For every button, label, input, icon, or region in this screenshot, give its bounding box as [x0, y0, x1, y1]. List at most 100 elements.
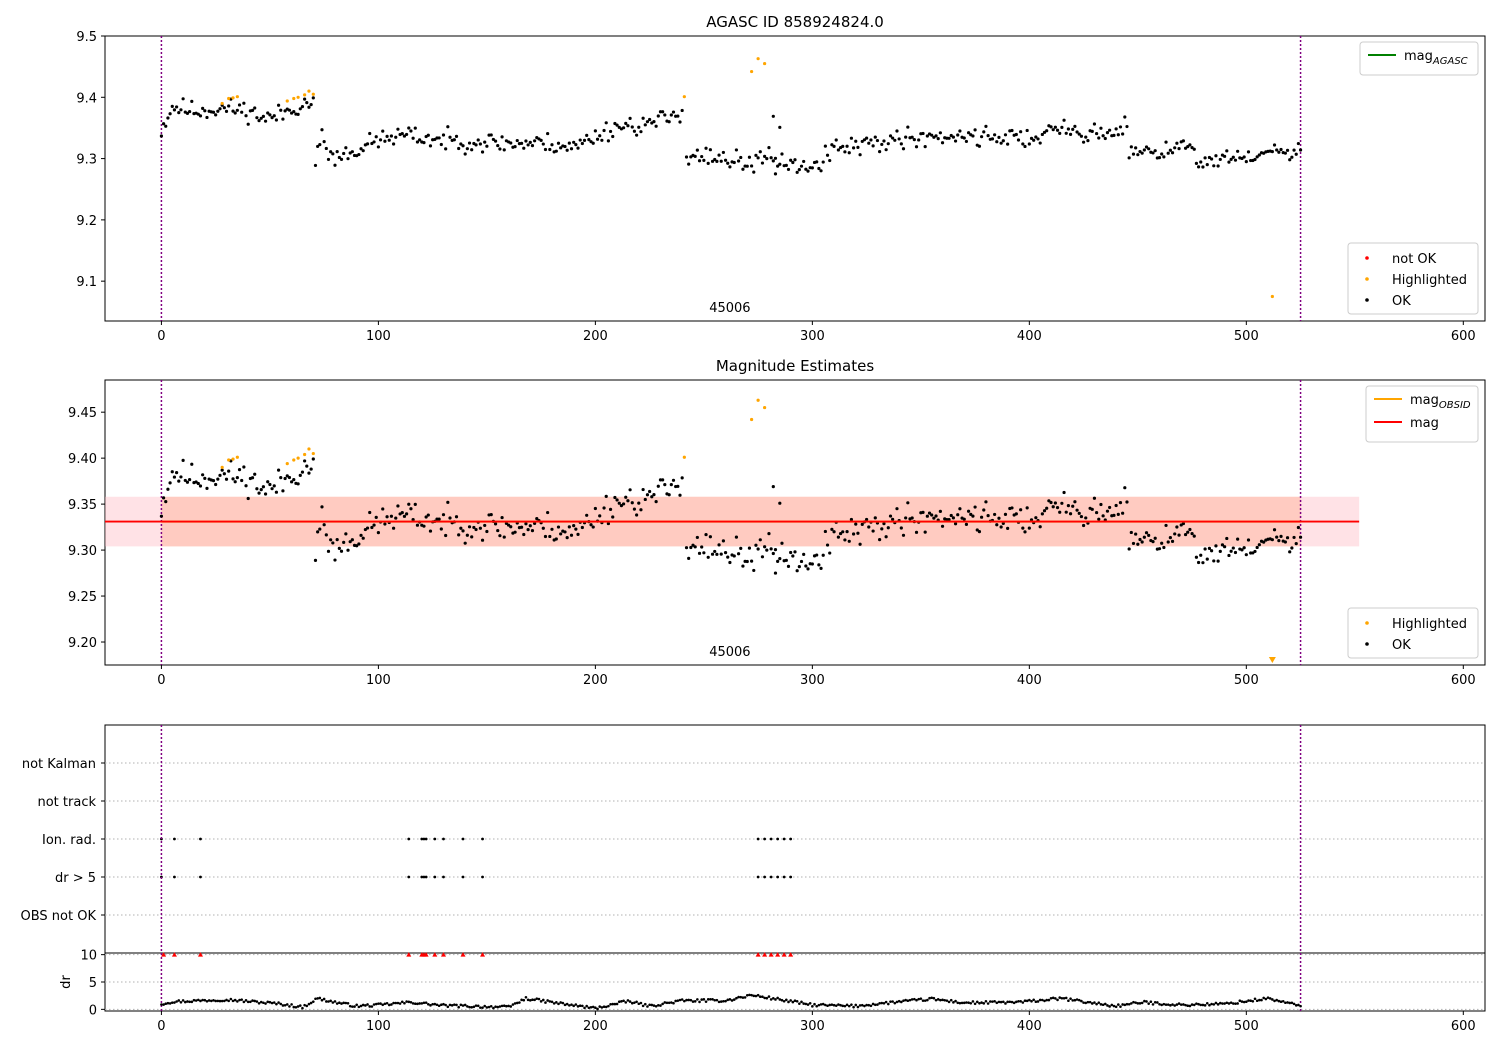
dr-point — [1271, 998, 1274, 1001]
dr-point — [635, 1000, 638, 1004]
legend-marker — [1365, 621, 1369, 625]
dr-point — [821, 1002, 825, 1006]
y-tick-label: 9.3 — [76, 153, 97, 168]
dr-point — [1245, 1000, 1248, 1004]
highlighted-point — [227, 458, 231, 462]
dr-point — [463, 1003, 467, 1007]
ok-point — [951, 516, 955, 520]
dr-point — [303, 1003, 306, 1007]
dr-point — [787, 1000, 790, 1004]
dr-point — [214, 999, 217, 1003]
ok-point — [878, 538, 882, 542]
ok-point — [849, 136, 854, 140]
dr-point — [1166, 1003, 1170, 1006]
ok-point — [1092, 122, 1097, 126]
ok-point — [322, 140, 326, 144]
dr-point — [947, 1000, 951, 1004]
dr-point — [288, 1005, 291, 1008]
ok-point — [1223, 545, 1227, 549]
ok-point — [760, 555, 765, 559]
capped-dr-marker — [775, 952, 781, 957]
ok-point — [441, 133, 446, 137]
legend-frame — [1347, 242, 1479, 315]
dr-point — [745, 994, 749, 997]
ok-point — [190, 462, 194, 466]
dr-point — [164, 1002, 168, 1006]
ok-point — [604, 121, 608, 125]
ok-point — [888, 134, 893, 138]
dr-point — [1147, 1002, 1150, 1005]
ok-point — [956, 513, 960, 517]
dr-point — [266, 1000, 270, 1004]
ok-point — [802, 159, 806, 164]
ok-point — [951, 135, 955, 139]
ok-point — [242, 101, 246, 105]
ok-point — [858, 153, 862, 157]
flag-point — [199, 875, 202, 879]
dr-point — [1156, 1001, 1159, 1004]
dr-point — [335, 1002, 339, 1005]
dr-point — [958, 1001, 962, 1005]
dr-point — [1275, 998, 1278, 1002]
ok-point — [177, 111, 181, 115]
flag-point — [789, 875, 793, 879]
dr-point — [481, 1006, 484, 1009]
ok-point — [255, 487, 259, 491]
ok-point — [888, 514, 893, 518]
dr-point — [1108, 1005, 1111, 1008]
ok-point — [1181, 139, 1185, 143]
ok-point — [448, 516, 452, 520]
ok-point — [778, 162, 782, 166]
ok-point — [602, 128, 606, 133]
ok-point — [882, 522, 886, 526]
ok-point — [1288, 550, 1292, 554]
highlighted-point — [220, 101, 224, 106]
ok-point — [279, 476, 283, 480]
y-tick-label: 9.20 — [68, 636, 97, 651]
dr-point — [1281, 999, 1285, 1003]
dr-point — [1182, 1003, 1185, 1006]
ok-point — [719, 552, 723, 556]
ok-point — [791, 160, 795, 165]
ok-point — [311, 96, 315, 100]
ok-point — [1279, 534, 1283, 539]
ok-point — [966, 131, 971, 135]
dr-point — [587, 1006, 591, 1010]
ok-point — [324, 146, 328, 151]
ok-point — [841, 530, 845, 534]
ok-point — [168, 481, 172, 485]
dr-point — [550, 1000, 554, 1004]
ok-point — [227, 469, 231, 473]
ok-point — [728, 560, 732, 565]
ok-point — [1045, 506, 1049, 510]
dr-point — [765, 996, 769, 1000]
ok-point — [750, 164, 754, 168]
dr-point — [483, 1004, 487, 1008]
ok-point — [205, 115, 209, 120]
ok-point — [546, 510, 550, 515]
ok-point — [491, 137, 495, 142]
ok-point — [1116, 512, 1120, 516]
dr-point — [798, 1002, 801, 1005]
ok-point — [806, 567, 810, 571]
flag-point — [442, 837, 445, 841]
ok-point — [361, 149, 365, 153]
ok-point — [795, 170, 799, 174]
ok-point — [721, 539, 725, 543]
dr-point — [1073, 998, 1077, 1002]
ok-point — [1019, 508, 1023, 512]
dr-point — [539, 1000, 543, 1003]
dr-point — [500, 1004, 504, 1008]
dr-point — [1112, 1004, 1116, 1008]
ok-point — [179, 475, 183, 479]
ok-point — [962, 517, 966, 521]
dr-point — [1125, 1002, 1129, 1006]
ok-point — [697, 159, 702, 163]
dr-point — [1208, 1003, 1211, 1007]
dr-point — [611, 1002, 615, 1006]
ok-point — [1114, 503, 1118, 508]
ok-point — [329, 150, 333, 154]
ok-point — [188, 477, 192, 482]
dr-point — [706, 998, 710, 1001]
ok-point — [444, 533, 448, 538]
